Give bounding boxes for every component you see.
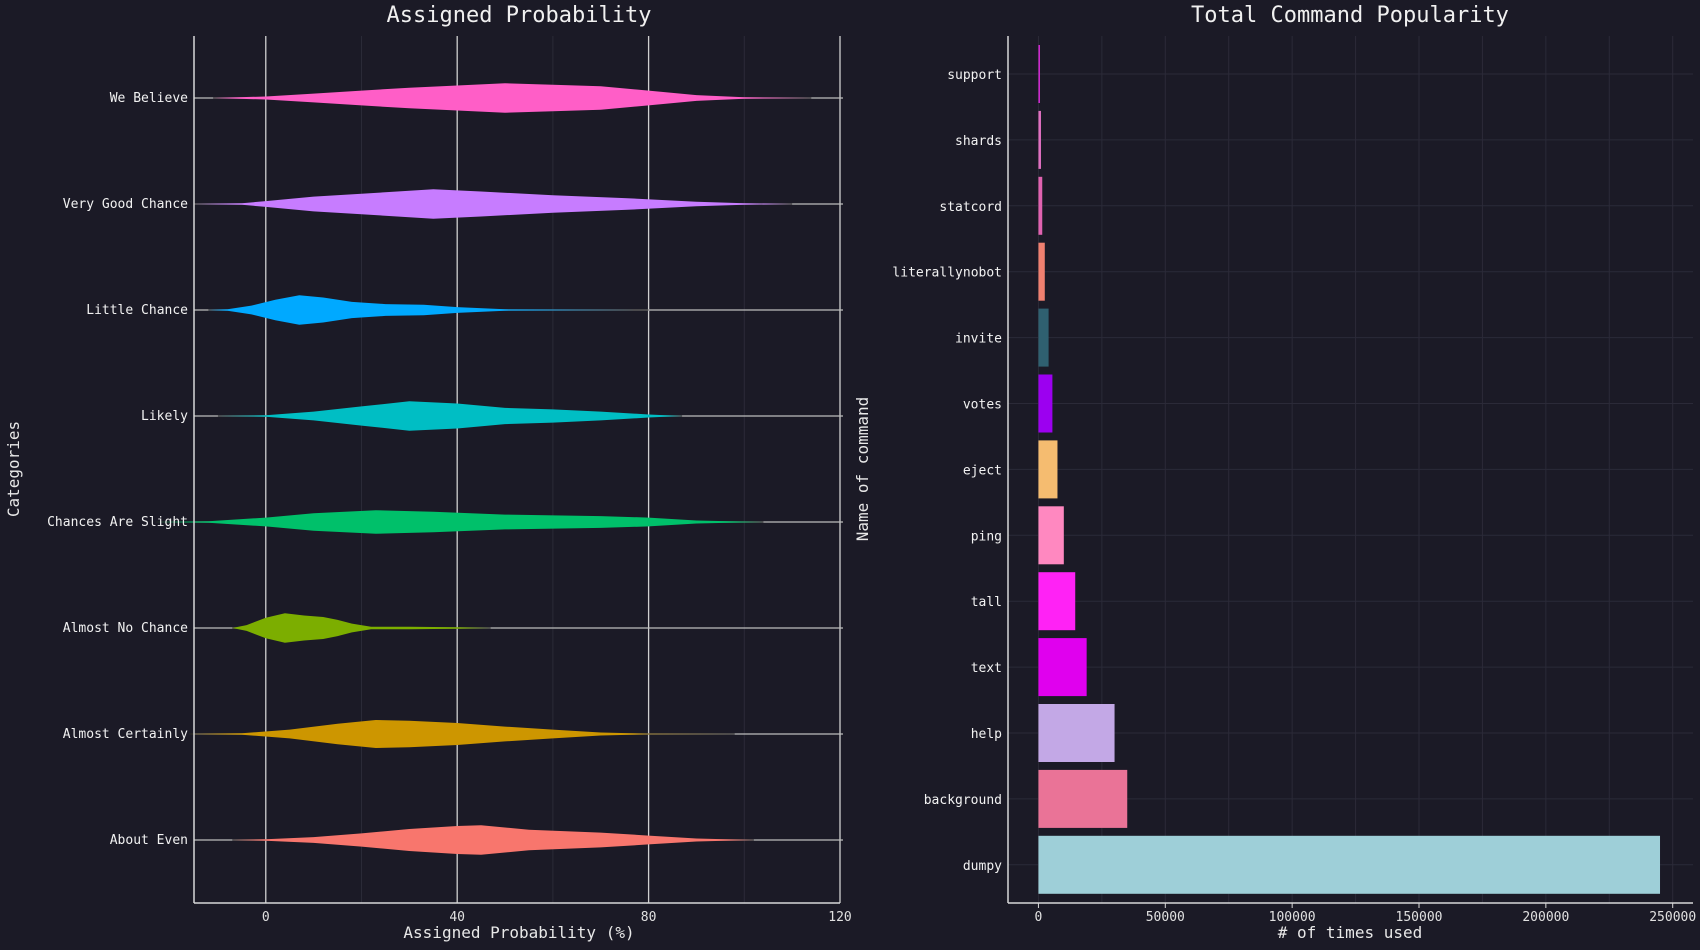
- bar-category-label: votes: [963, 398, 1002, 413]
- violin-shape: [155, 510, 764, 534]
- bar-category-labels: support shards statcord literallynobot invit…: [892, 68, 1002, 874]
- bar-ping: [1038, 506, 1064, 565]
- violin-title: Assigned Probability: [387, 3, 652, 28]
- bar-dumpy: [1038, 835, 1661, 894]
- bar-support: [1038, 45, 1040, 103]
- violin-category-label: Little Chance: [86, 303, 188, 318]
- violin-category-label: Almost Certainly: [63, 727, 188, 742]
- bar-category-label: statcord: [939, 200, 1002, 215]
- violin-category-label: Very Good Chance: [63, 197, 188, 212]
- bar-x-tick-label: 200000: [1522, 910, 1569, 925]
- bar-votes: [1038, 374, 1053, 433]
- bar-series: [1038, 45, 1661, 894]
- bar-eject: [1038, 440, 1058, 499]
- bar-category-label: background: [924, 793, 1002, 808]
- violin-category-label: Almost No Chance: [63, 621, 188, 636]
- bar-category-label: literallynobot: [892, 266, 1002, 281]
- bar-x-tick-label: 250000: [1649, 910, 1696, 925]
- bar-shards: [1038, 110, 1041, 169]
- bar-category-label: help: [971, 727, 1002, 742]
- bar-category-label: invite: [955, 332, 1002, 347]
- bar-panel: Total Command Popularity 0 50000 100000 150…: [853, 3, 1696, 942]
- bar-category-label: dumpy: [963, 859, 1002, 874]
- bar-tall: [1038, 572, 1076, 631]
- violin-gridlines: [194, 36, 843, 903]
- bar-category-label: tall: [971, 595, 1002, 610]
- bar-x-ticks: 0 50000 100000 150000 200000 250000: [1035, 903, 1696, 925]
- bar-category-label: support: [947, 68, 1002, 83]
- violin-x-tick-label: 0: [262, 910, 270, 925]
- bar-y-label: Name of command: [853, 397, 872, 542]
- violin-category-labels: We Believe Very Good Chance Little Chance L…: [47, 91, 188, 848]
- violin-x-ticks: 0 40 80 120: [262, 910, 852, 925]
- bar-category-label: text: [971, 661, 1002, 676]
- violin-category-label: About Even: [110, 833, 188, 848]
- violin-shape: [232, 825, 754, 855]
- violin-panel: Assigned Probability 0 40 80 120 We Believe…: [4, 3, 852, 942]
- bar-text: [1038, 638, 1087, 697]
- violin-shape: [208, 295, 649, 325]
- bar-help: [1038, 704, 1115, 762]
- bar-x-label: # of times used: [1278, 923, 1423, 942]
- bar-gridlines: [1008, 36, 1693, 903]
- bar-background: [1038, 769, 1128, 828]
- bar-category-label: eject: [963, 463, 1002, 478]
- bar-x-tick-label: 50000: [1146, 910, 1185, 925]
- bar-x-tick-label: 0: [1035, 910, 1043, 925]
- violin-shape: [232, 613, 491, 643]
- violin-x-tick-label: 80: [641, 910, 657, 925]
- bar-invite: [1038, 308, 1049, 367]
- violin-x-label: Assigned Probability (%): [403, 923, 634, 942]
- bar-literallynobot: [1038, 242, 1045, 301]
- violin-x-tick-label: 40: [449, 910, 465, 925]
- violin-category-label: We Believe: [110, 91, 188, 106]
- bar-x-tick-label: 150000: [1396, 910, 1443, 925]
- bar-category-label: shards: [955, 134, 1002, 149]
- violin-y-label: Categories: [4, 421, 23, 517]
- bar-title: Total Command Popularity: [1191, 3, 1509, 28]
- violin-shape: [194, 189, 793, 219]
- violin-x-tick-label: 120: [828, 910, 851, 925]
- bar-statcord: [1038, 176, 1043, 235]
- violin-category-label: Chances Are Slight: [47, 515, 188, 530]
- violin-shape: [217, 401, 683, 431]
- violin-shape: [213, 83, 812, 113]
- violin-category-label: Likely: [141, 409, 188, 424]
- violin-shape: [189, 720, 735, 748]
- bar-x-tick-label: 100000: [1269, 910, 1316, 925]
- violin-series: [155, 83, 812, 855]
- bar-category-label: ping: [971, 529, 1002, 544]
